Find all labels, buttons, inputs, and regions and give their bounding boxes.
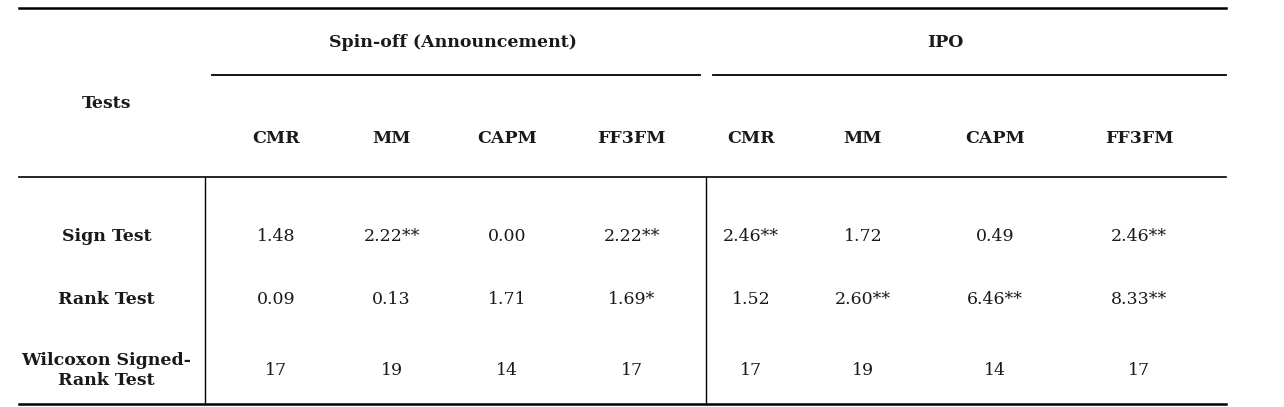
Text: 17: 17 (740, 362, 763, 379)
Text: Spin-off (Announcement): Spin-off (Announcement) (329, 34, 578, 51)
Text: Sign Test: Sign Test (62, 228, 152, 245)
Text: 14: 14 (984, 362, 1007, 379)
Text: 2.46**: 2.46** (723, 228, 779, 245)
Text: 2.22**: 2.22** (363, 228, 420, 245)
Text: 8.33**: 8.33** (1111, 291, 1167, 308)
Text: 2.22**: 2.22** (603, 228, 660, 245)
Text: MM: MM (372, 130, 411, 147)
Text: 0.09: 0.09 (257, 291, 295, 308)
Text: 19: 19 (380, 362, 403, 379)
Text: 0.00: 0.00 (488, 228, 526, 245)
Text: FF3FM: FF3FM (1104, 130, 1174, 147)
Text: 2.60**: 2.60** (835, 291, 891, 308)
Text: 19: 19 (851, 362, 874, 379)
Text: 14: 14 (496, 362, 519, 379)
Text: Wilcoxon Signed-
Rank Test: Wilcoxon Signed- Rank Test (22, 352, 191, 389)
Text: CAPM: CAPM (966, 130, 1025, 147)
Text: 1.72: 1.72 (844, 228, 882, 245)
Text: FF3FM: FF3FM (597, 130, 666, 147)
Text: 17: 17 (620, 362, 643, 379)
Text: 17: 17 (1127, 362, 1150, 379)
Text: 1.71: 1.71 (488, 291, 526, 308)
Text: 0.49: 0.49 (976, 228, 1014, 245)
Text: 2.46**: 2.46** (1111, 228, 1167, 245)
Text: CMR: CMR (252, 130, 300, 147)
Text: Tests: Tests (82, 95, 131, 112)
Text: MM: MM (844, 130, 882, 147)
Text: 6.46**: 6.46** (967, 291, 1023, 308)
Text: Rank Test: Rank Test (58, 291, 155, 308)
Text: 1.52: 1.52 (732, 291, 770, 308)
Text: 1.69*: 1.69* (609, 291, 655, 308)
Text: 17: 17 (265, 362, 288, 379)
Text: IPO: IPO (927, 34, 963, 51)
Text: 0.13: 0.13 (372, 291, 411, 308)
Text: CMR: CMR (727, 130, 776, 147)
Text: 1.48: 1.48 (257, 228, 295, 245)
Text: CAPM: CAPM (478, 130, 537, 147)
